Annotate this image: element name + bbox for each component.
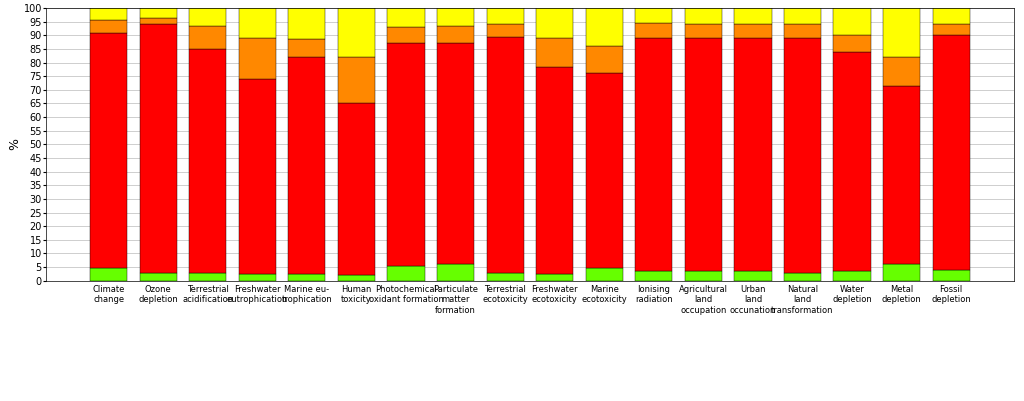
Bar [635, 271, 673, 281]
Bar [387, 8, 425, 27]
Bar [239, 79, 275, 274]
Bar [139, 18, 177, 24]
Bar [338, 103, 375, 275]
Bar [685, 8, 722, 24]
Bar [883, 86, 921, 264]
Bar [834, 52, 870, 271]
Bar [139, 8, 177, 18]
Bar [784, 38, 821, 273]
Bar [239, 8, 275, 38]
Bar [537, 67, 573, 274]
Bar [239, 274, 275, 281]
Bar [734, 24, 771, 38]
Bar [734, 38, 771, 271]
Bar [734, 271, 771, 281]
Bar [933, 35, 970, 270]
Bar [933, 8, 970, 24]
Bar [784, 24, 821, 38]
Bar [338, 57, 375, 103]
Bar [239, 38, 275, 79]
Bar [90, 8, 127, 20]
Bar [834, 35, 870, 52]
Bar [537, 274, 573, 281]
Bar [784, 8, 821, 24]
Bar [437, 43, 474, 264]
Bar [586, 73, 623, 268]
Bar [387, 27, 425, 43]
Bar [537, 38, 573, 67]
Bar [685, 24, 722, 38]
Bar [90, 268, 127, 281]
Bar [933, 270, 970, 281]
Bar [189, 273, 226, 281]
Bar [289, 274, 326, 281]
Bar [883, 57, 921, 86]
Bar [537, 8, 573, 38]
Bar [139, 273, 177, 281]
Y-axis label: %: % [8, 138, 20, 150]
Bar [784, 273, 821, 281]
Bar [338, 8, 375, 57]
Bar [883, 264, 921, 281]
Bar [437, 264, 474, 281]
Bar [338, 275, 375, 281]
Bar [387, 43, 425, 266]
Bar [635, 8, 673, 23]
Bar [289, 8, 326, 39]
Bar [734, 8, 771, 24]
Bar [586, 268, 623, 281]
Bar [437, 26, 474, 43]
Bar [635, 38, 673, 271]
Bar [586, 46, 623, 73]
Bar [289, 39, 326, 57]
Bar [90, 20, 127, 32]
Bar [685, 38, 722, 271]
Bar [90, 32, 127, 268]
Bar [486, 36, 523, 273]
Bar [834, 271, 870, 281]
Bar [933, 24, 970, 35]
Bar [139, 24, 177, 273]
Bar [189, 26, 226, 49]
Bar [189, 8, 226, 26]
Bar [437, 8, 474, 26]
Bar [586, 8, 623, 46]
Bar [883, 8, 921, 57]
Bar [289, 57, 326, 274]
Bar [486, 273, 523, 281]
Bar [834, 8, 870, 35]
Bar [387, 266, 425, 281]
Bar [486, 8, 523, 24]
Bar [486, 24, 523, 36]
Bar [635, 23, 673, 38]
Bar [189, 49, 226, 273]
Bar [685, 271, 722, 281]
